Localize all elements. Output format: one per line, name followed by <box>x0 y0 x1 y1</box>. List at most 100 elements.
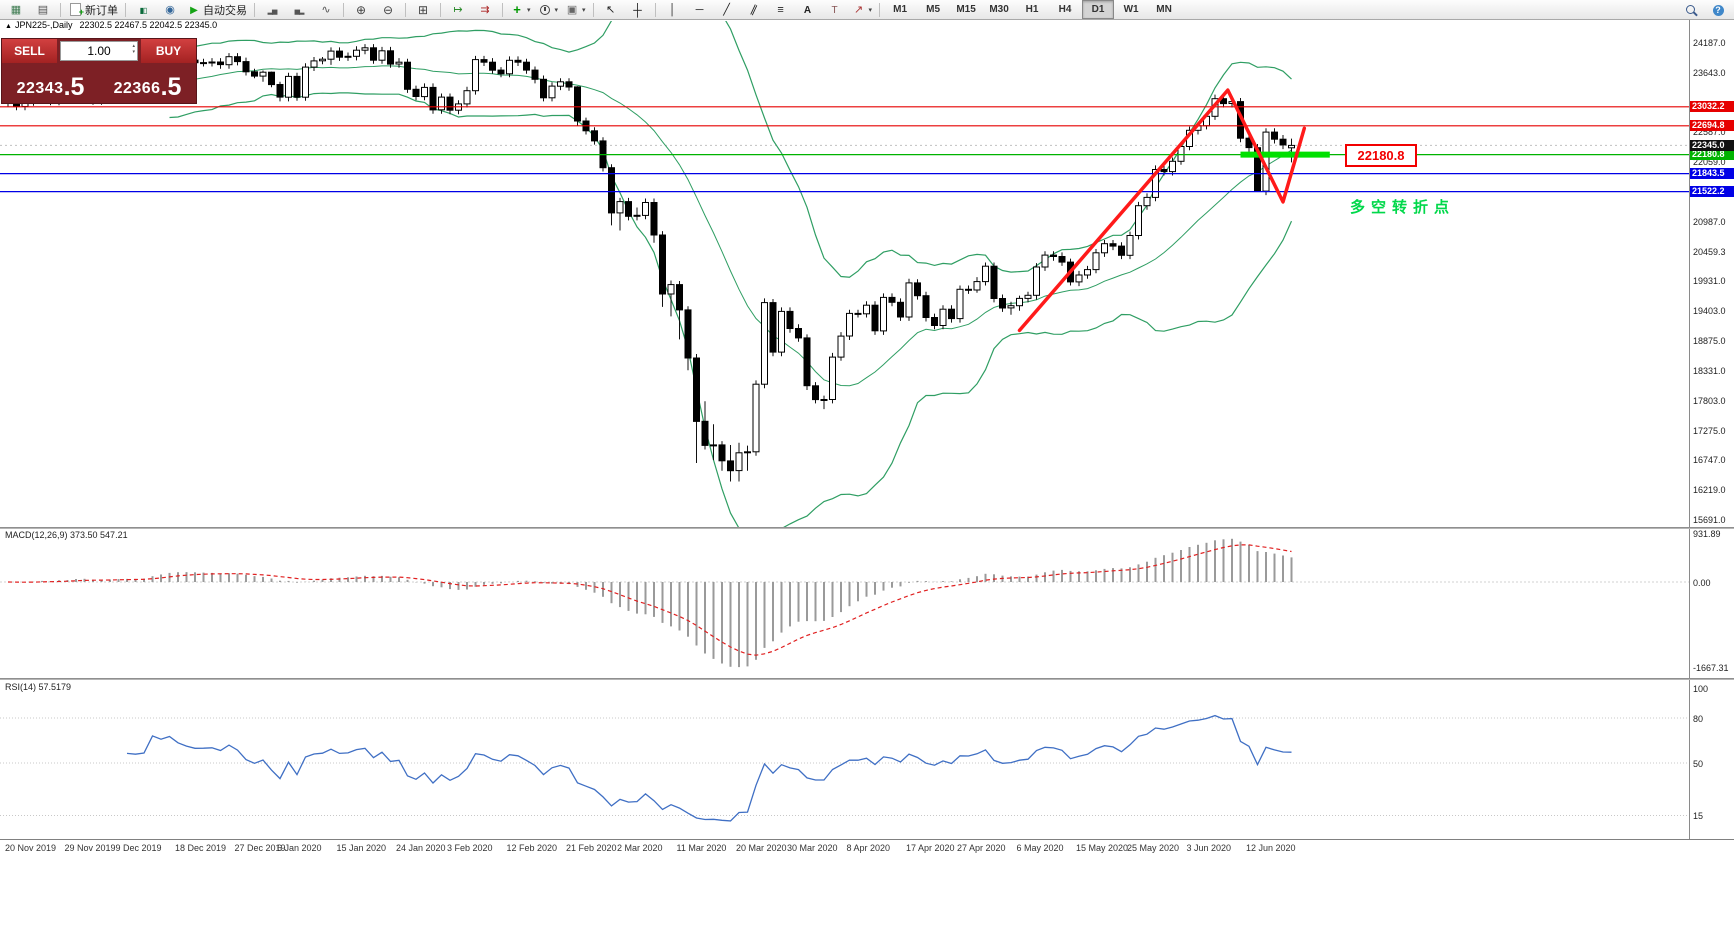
one-click-trading-panel: SELL 1.00 ▴ ▾ BUY 22343 .5 22366 .5 <box>1 38 197 104</box>
label-tool-button[interactable] <box>822 0 848 20</box>
level-price-badge: 22694.8 <box>1690 120 1734 132</box>
price-axis[interactable]: 24187.0 23643.0 22587.0 22059.0 20987.0 20459… <box>1689 0 1734 839</box>
new-chart-button[interactable] <box>3 0 29 20</box>
autotrading-icon <box>187 3 201 17</box>
time-axis[interactable]: 20 Nov 2019 29 Nov 2019 9 Dec 2019 18 Dec 2… <box>0 839 1734 857</box>
market-watch-button[interactable] <box>130 0 156 20</box>
date-axis-label: 12 Jun 2020 <box>1246 843 1296 853</box>
sell-price: 22343 .5 <box>2 63 99 103</box>
chart-profiles-button[interactable] <box>30 0 56 20</box>
chart-canvas[interactable] <box>0 0 1689 839</box>
buy-button[interactable]: BUY <box>141 39 196 63</box>
autotrading-button[interactable]: 自动交易 <box>184 0 250 20</box>
new-order-button[interactable]: 新订单 <box>65 0 121 20</box>
price-axis-tick: 16747.0 <box>1693 455 1726 466</box>
tile-windows-button[interactable] <box>410 0 436 20</box>
candle-chart-mode-button[interactable] <box>286 0 312 20</box>
cursor-tool-icon <box>604 3 618 17</box>
panel-splitter[interactable] <box>0 527 1734 529</box>
indicators-menu-button[interactable]: ▾ <box>507 0 534 20</box>
candle <box>820 399 828 401</box>
arrows-tool-button[interactable]: ▾ <box>849 0 876 20</box>
candle <box>200 62 207 65</box>
date-axis-label: 11 Mar 2020 <box>676 843 727 853</box>
spinner-down-icon[interactable]: ▾ <box>132 49 135 55</box>
level-price-badge: 22180.8 <box>1690 149 1734 161</box>
channel-tool-button[interactable] <box>741 0 767 20</box>
trendline-tool-button[interactable] <box>714 0 740 20</box>
candle <box>1050 254 1057 258</box>
timeframe-W1-button[interactable]: W1 <box>1123 4 1139 15</box>
vertical-line-tool-button[interactable] <box>660 0 686 20</box>
bar-chart-mode-button[interactable] <box>259 0 285 20</box>
zoom-in-button[interactable] <box>348 0 374 20</box>
zoom-out-button[interactable] <box>375 0 401 20</box>
candle <box>684 309 692 359</box>
community-button[interactable] <box>1705 0 1731 20</box>
candle <box>752 383 760 453</box>
sell-button[interactable]: SELL <box>2 39 57 63</box>
periods-menu-button[interactable]: ▾ <box>535 0 562 20</box>
date-axis-label: 9 Dec 2019 <box>115 843 162 853</box>
macd-axis-tick: 0.00 <box>1693 577 1711 588</box>
line-chart-mode-button[interactable] <box>313 0 339 20</box>
candle <box>1016 297 1023 307</box>
price-axis-tick: 20987.0 <box>1693 217 1726 228</box>
candle <box>710 444 717 447</box>
date-axis-label: 25 May 2020 <box>1127 843 1180 853</box>
candle <box>914 282 921 297</box>
bollinger-middle-band <box>169 65 1292 387</box>
candle <box>1118 245 1125 256</box>
cursor-tool-button[interactable] <box>598 0 624 20</box>
candle <box>990 265 998 300</box>
candle <box>931 317 938 326</box>
rsi-axis-tick: 50 <box>1693 758 1704 769</box>
timeframe-M1-button[interactable]: M1 <box>893 4 908 15</box>
arrows-tool-caret-icon: ▾ <box>868 6 873 14</box>
timeframe-D1-button[interactable]: D1 <box>1082 0 1115 19</box>
text-tool-button[interactable] <box>795 0 821 20</box>
auto-scroll-button[interactable] <box>445 0 471 20</box>
toolbar: 新订单 自动交易 ▾ ▾ ▾ ▾ M1 M5 M15 M30 H1 H4 D1 W1 MN <box>0 0 1734 20</box>
date-axis-label: 27 Apr 2020 <box>957 843 1006 853</box>
horizontal-line-tool-button[interactable] <box>687 0 713 20</box>
chart-shift-button[interactable] <box>472 0 498 20</box>
timeframe-H1-button[interactable]: H1 <box>1025 4 1039 15</box>
panel-splitter[interactable] <box>0 678 1734 680</box>
candle <box>744 451 751 454</box>
price-label-box[interactable]: 22180.8 <box>1345 144 1417 167</box>
price-axis-tick: 22059.0 <box>1693 156 1726 167</box>
candle <box>446 96 454 111</box>
symbol-expand-icon[interactable]: ▲ <box>5 23 12 30</box>
data-window-button[interactable] <box>157 0 183 20</box>
candle <box>1033 266 1040 296</box>
indicators-menu-icon <box>510 3 524 17</box>
timeframe-H4-button[interactable]: H4 <box>1058 4 1072 15</box>
timeframe-M5-button[interactable]: M5 <box>926 4 941 15</box>
candle <box>259 71 267 77</box>
sell-price-frac: .5 <box>63 73 85 101</box>
spinner-up-icon[interactable]: ▴ <box>132 43 135 49</box>
trend-zigzag-line[interactable] <box>1017 88 1307 333</box>
timeframe-M15-button[interactable]: M15 <box>956 4 976 15</box>
chart-shift-icon <box>478 3 492 17</box>
candle <box>973 281 981 291</box>
timeframe-M30-button[interactable]: M30 <box>989 4 1009 15</box>
bar-chart-mode-icon <box>265 3 279 17</box>
horizontal-line-tool-icon <box>693 3 707 17</box>
crosshair-tool-button[interactable] <box>625 0 651 20</box>
volume-spinner[interactable]: ▴ ▾ <box>132 43 135 55</box>
candle <box>888 296 896 303</box>
volume-input[interactable]: 1.00 ▴ ▾ <box>60 41 138 61</box>
candle <box>506 59 513 75</box>
annotation-text[interactable]: 多空转折点 <box>1350 199 1456 216</box>
templates-menu-button[interactable]: ▾ <box>562 0 589 20</box>
macd-signal-line <box>7 544 1292 656</box>
line-chart-mode-icon <box>319 3 333 17</box>
toolbar-separator <box>654 2 656 17</box>
candle <box>718 444 726 462</box>
fibonacci-tool-button[interactable] <box>768 0 794 20</box>
search-button[interactable] <box>1678 0 1704 20</box>
timeframe-MN-button[interactable]: MN <box>1156 4 1172 15</box>
date-axis-label: 3 Feb 2020 <box>447 843 493 853</box>
